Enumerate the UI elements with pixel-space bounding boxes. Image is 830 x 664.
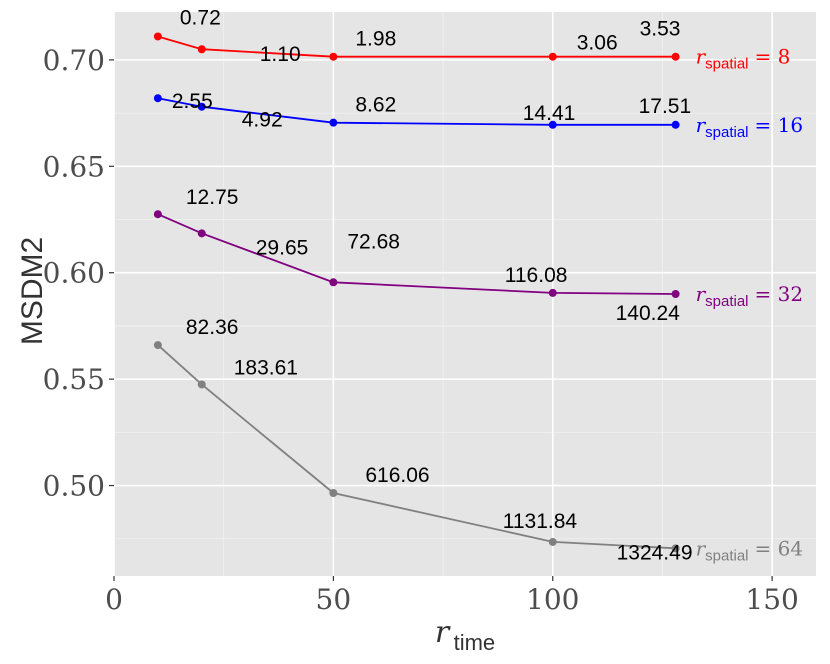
- y-tick-label: 0.50: [43, 470, 105, 503]
- data-label: 140.24: [616, 302, 681, 325]
- x-tick-label: 100: [526, 583, 579, 616]
- data-point: [197, 380, 206, 389]
- data-point: [548, 537, 557, 546]
- data-label: 2.55: [172, 90, 213, 113]
- data-point: [329, 52, 338, 61]
- series-3: 12.75 29.65 72.68 116.08 140.24 rspatial = 32: [153, 186, 804, 325]
- series-label-rest: = 16: [755, 113, 804, 137]
- data-point: [197, 229, 206, 238]
- series-label: rspatial = 8: [696, 45, 791, 73]
- data-point: [153, 94, 162, 103]
- data-point: [153, 341, 162, 350]
- series-label: rspatial = 64: [696, 536, 804, 564]
- series-label: rspatial = 32: [696, 282, 804, 310]
- series-label-rest: = 8: [755, 45, 791, 69]
- series-label-main: r: [696, 536, 707, 560]
- data-label: 14.41: [523, 102, 576, 125]
- data-label: 616.06: [365, 464, 429, 487]
- series-label-sub: spatial: [705, 293, 748, 310]
- data-label: 17.51: [639, 95, 692, 118]
- data-label: 0.72: [180, 6, 221, 29]
- data-label: 183.61: [234, 356, 298, 379]
- x-axis-title-sub: time: [454, 630, 496, 655]
- y-tick-label: 0.65: [43, 150, 105, 183]
- series-label-main: r: [696, 282, 707, 306]
- plot-background: [114, 12, 816, 576]
- data-point: [671, 52, 680, 61]
- series-label-rest: = 32: [755, 282, 804, 306]
- data-point: [153, 32, 162, 41]
- data-label: 12.75: [186, 186, 239, 209]
- data-label: 82.36: [186, 316, 239, 339]
- data-point: [197, 102, 206, 111]
- x-tick-label: 150: [745, 583, 798, 616]
- data-point: [197, 45, 206, 54]
- series-label-sub: spatial: [705, 56, 748, 73]
- data-point: [329, 118, 338, 127]
- y-tick-label: 0.70: [43, 44, 105, 77]
- series-label: rspatial = 16: [696, 113, 804, 141]
- data-point: [548, 288, 557, 297]
- data-point: [548, 52, 557, 61]
- data-label: 1131.84: [503, 510, 578, 533]
- data-point: [548, 120, 557, 129]
- x-tick-label: 50: [316, 583, 352, 616]
- y-axis: 0.50 0.55 0.60 0.65 0.70: [43, 44, 114, 503]
- series-4: 82.36 183.61 616.06 1131.84 1324.49 rspatial =…: [153, 316, 804, 564]
- data-label: 116.08: [505, 264, 568, 287]
- series-1: 0.72 1.10 1.98 3.06 3.53 rspatial = 8: [153, 6, 791, 73]
- data-point: [671, 544, 680, 553]
- y-tick-label: 0.60: [43, 257, 105, 290]
- series-label-main: r: [696, 113, 707, 137]
- x-tick-label: 0: [105, 583, 123, 616]
- data-point: [671, 120, 680, 129]
- series-label-sub: spatial: [705, 124, 748, 141]
- data-label: 72.68: [347, 230, 400, 253]
- y-tick-label: 0.55: [43, 363, 105, 396]
- data-point: [329, 278, 338, 287]
- data-point: [671, 290, 680, 298]
- data-label: 1.98: [355, 28, 396, 51]
- data-label: 29.65: [256, 236, 309, 259]
- data-point: [329, 488, 338, 497]
- data-label: 1.10: [260, 43, 301, 66]
- data-label: 3.06: [577, 32, 618, 55]
- data-point: [153, 210, 162, 219]
- x-axis: 0 50 100 150: [105, 576, 799, 616]
- series-label-main: r: [696, 45, 707, 69]
- data-label: 3.53: [640, 18, 681, 41]
- series-label-rest: = 64: [755, 536, 804, 560]
- x-axis-title-main: r: [435, 615, 451, 650]
- series-label-sub: spatial: [705, 547, 748, 564]
- x-axis-title: r time: [435, 615, 495, 655]
- y-axis-title: MSDM2: [16, 237, 49, 345]
- data-label: 1324.49: [617, 541, 693, 564]
- data-label: 8.62: [355, 94, 396, 117]
- data-label: 4.92: [242, 109, 283, 132]
